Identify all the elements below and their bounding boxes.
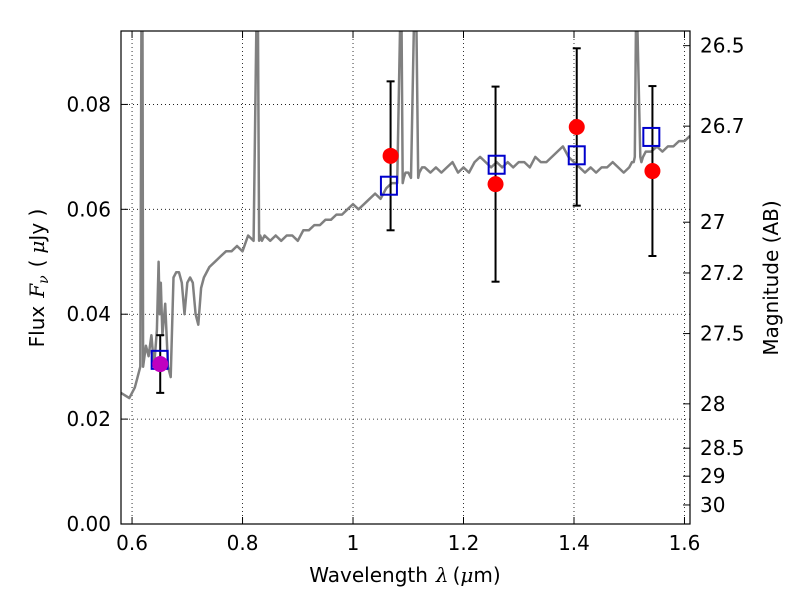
y2-tick-label: 28.5 <box>700 436 745 460</box>
observed-photometry-marker <box>382 147 399 164</box>
model-photometry-marker <box>642 126 661 147</box>
observed-photometry-marker <box>644 163 661 180</box>
y2-tick-label: 27.2 <box>700 261 745 285</box>
observed-photometry-marker <box>487 176 504 193</box>
tick-layer: 0.6 0.8 1 1.2 1.4 1.6 0.00 0.02 0.04 0.06 0.08 26.5… <box>66 31 745 555</box>
y2-axis-label: Magnitude (AB) <box>759 200 783 355</box>
x-tick-label: 1.4 <box>558 531 590 555</box>
x-tick-label: 1 <box>347 531 360 555</box>
y2-tick-label: 28 <box>700 392 725 416</box>
spectrum-layer <box>121 31 690 400</box>
spectrum-line <box>121 31 690 400</box>
y2-tick-label: 26.7 <box>700 114 745 138</box>
x-tick-label: 1.6 <box>669 531 701 555</box>
y-axis-label: FluxFν(μJy ) <box>25 209 52 348</box>
x-tick-label: 1.2 <box>448 531 480 555</box>
y-tick-label: 0.06 <box>66 197 111 221</box>
y2-tick-label: 26.5 <box>700 34 745 58</box>
y-tick-label: 0.08 <box>66 92 111 116</box>
model-photometry-marker <box>487 154 506 175</box>
y2-tick-label: 29 <box>700 464 725 488</box>
observed-photometry-marker <box>568 118 585 135</box>
y-tick-label: 0.02 <box>66 407 111 431</box>
model-photometry-marker <box>379 175 398 196</box>
plot-frame <box>120 30 691 525</box>
x-axis-label: Wavelength λ (μm) <box>309 563 500 587</box>
grid-lines <box>121 31 690 525</box>
model-photometry-marker <box>567 145 586 166</box>
x-tick-label: 0.8 <box>227 531 259 555</box>
y2-tick-label: 30 <box>700 493 725 517</box>
errorbar-layer <box>156 47 657 394</box>
y2-tick-label: 27 <box>700 210 725 234</box>
marker-layer <box>150 118 661 373</box>
observed-photometry-marker <box>152 356 169 373</box>
y-tick-label: 0.04 <box>66 302 111 326</box>
x-tick-label: 0.6 <box>116 531 148 555</box>
y-tick-label: 0.00 <box>66 512 111 536</box>
y2-tick-label: 27.5 <box>700 322 745 346</box>
